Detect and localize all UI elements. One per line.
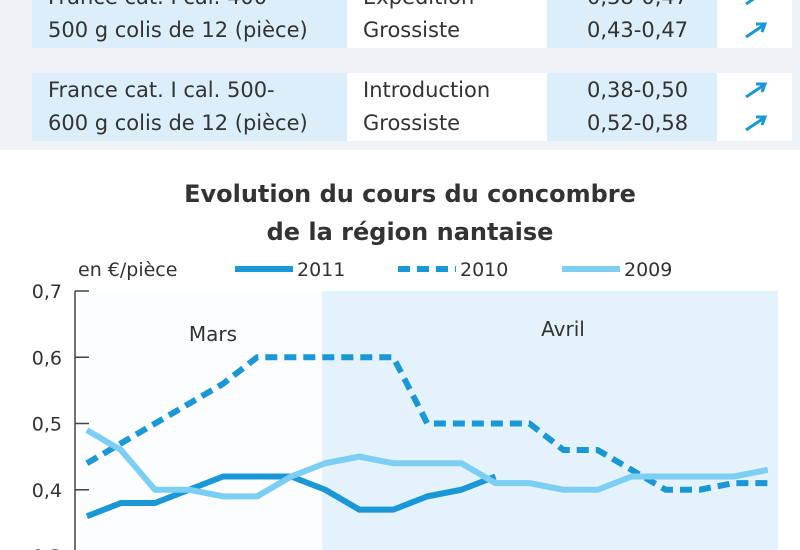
trend-arrow (745, 22, 768, 39)
annotation: Mars (189, 322, 237, 346)
trend-arrow (745, 115, 768, 132)
y-axis-label: en €/pièce (78, 259, 177, 281)
price-cell: 0,38-0,50 0,52-0,58 (547, 73, 717, 141)
cell-line: France cat. I cal. 400- (32, 0, 347, 14)
cell-line: 0,43-0,47 (587, 18, 689, 42)
cell-line: Introduction (363, 78, 491, 102)
legend-label: 2010 (460, 259, 508, 281)
cell-line: 0,38-0,50 (587, 78, 689, 102)
legend-label: 2011 (297, 259, 345, 281)
chart-title: de la région nantaise (267, 218, 554, 246)
trend-arrow (745, 0, 755, 6)
cell-line: Grossiste (363, 111, 461, 135)
product-cell: France cat. I cal. 400- 500 g colis de 12… (32, 0, 347, 48)
series-line (85, 354, 768, 493)
table-row: France cat. I cal. 500- 600 g colis de 12… (32, 73, 792, 141)
price-table: France cat. I cal. 400- 500 g colis de 12… (0, 0, 800, 150)
cell-line: 500 g colis de 12 (pièce) (48, 18, 308, 42)
stage-cell: Introduction Grossiste (347, 73, 547, 141)
series-line (85, 427, 769, 500)
y-tick-label: 0,3 (32, 546, 62, 550)
table-row: France cat. I cal. 400- 500 g colis de 12… (32, 0, 792, 48)
y-tick-label: 0,7 (32, 281, 62, 303)
product-cell: France cat. I cal. 500- 600 g colis de 12… (32, 73, 347, 141)
legend-label: 2009 (624, 259, 672, 281)
trend-arrow (745, 82, 768, 99)
chart-title: Evolution du cours du concombre (184, 180, 636, 208)
cell-line: France cat. I cal. 500- (48, 78, 275, 102)
cell-line: Grossiste (363, 18, 461, 42)
cell-line: Expédition (347, 0, 547, 14)
annotation: Avril (541, 317, 585, 341)
y-tick-label: 0,6 (32, 347, 62, 369)
chart: Evolution du cours du concombre de la rég… (32, 180, 778, 550)
cell-line: 0,38-0,47 (547, 0, 717, 14)
cell-line: 600 g colis de 12 (pièce) (48, 111, 308, 135)
cell-line: 0,52-0,58 (587, 111, 689, 135)
y-tick-label: 0,5 (32, 414, 62, 436)
stage-cell: Expédition Grossiste (347, 0, 547, 48)
price-cell: 0,38-0,47 0,43-0,47 (547, 0, 717, 48)
y-tick-label: 0,4 (32, 480, 62, 502)
